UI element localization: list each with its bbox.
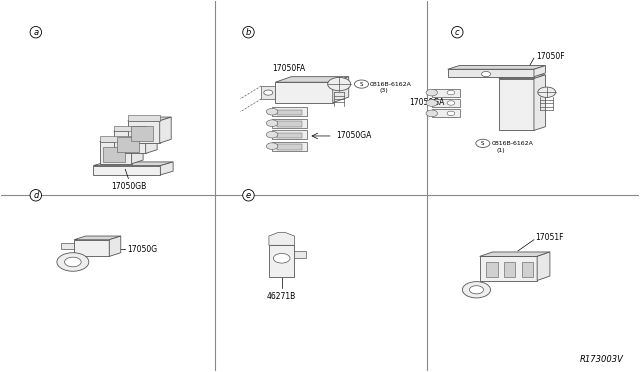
Polygon shape [74,240,109,256]
Polygon shape [534,65,545,77]
Polygon shape [276,110,302,115]
Polygon shape [534,75,545,131]
Text: 17050GA: 17050GA [336,131,371,141]
Circle shape [264,90,273,95]
Polygon shape [74,236,121,240]
Text: 17050F: 17050F [536,52,564,61]
Polygon shape [93,162,173,166]
Polygon shape [131,126,154,141]
Polygon shape [132,138,143,164]
Text: d: d [33,191,38,200]
Polygon shape [109,236,121,256]
Text: 0816B-6162A: 0816B-6162A [370,81,412,87]
Circle shape [65,257,81,267]
Text: 0816B-6162A: 0816B-6162A [491,141,533,146]
Polygon shape [537,252,550,280]
Circle shape [447,90,455,95]
Polygon shape [272,107,307,116]
Text: c: c [455,28,460,37]
Polygon shape [261,86,275,99]
Polygon shape [276,144,302,150]
Polygon shape [276,121,302,127]
Polygon shape [272,130,307,139]
Polygon shape [448,69,534,77]
Polygon shape [114,131,146,153]
Text: 17050G: 17050G [127,244,157,253]
Polygon shape [128,121,160,143]
Text: e: e [246,191,251,200]
Text: (1): (1) [497,148,505,153]
Polygon shape [486,262,497,277]
Polygon shape [269,245,294,277]
Polygon shape [128,117,172,121]
Polygon shape [522,262,533,277]
Polygon shape [504,262,515,277]
Polygon shape [161,162,173,175]
Circle shape [266,131,278,138]
Polygon shape [61,243,74,249]
Polygon shape [432,89,461,97]
Polygon shape [114,126,146,131]
Polygon shape [499,75,545,78]
Polygon shape [333,77,349,103]
Polygon shape [128,115,160,121]
Polygon shape [100,138,143,141]
Circle shape [266,108,278,115]
Polygon shape [269,232,294,245]
Polygon shape [114,128,157,131]
Circle shape [266,120,278,126]
Polygon shape [93,166,161,175]
Polygon shape [479,256,537,280]
Polygon shape [275,77,349,82]
Text: b: b [246,28,251,37]
Text: 17050FA: 17050FA [272,64,305,73]
Polygon shape [100,141,132,164]
Polygon shape [103,147,125,162]
Circle shape [426,100,438,106]
Circle shape [538,87,556,97]
Polygon shape [499,78,534,131]
Polygon shape [100,136,132,141]
Circle shape [426,110,438,117]
Text: 46271B: 46271B [267,292,296,301]
Text: S: S [481,141,484,146]
Polygon shape [272,119,307,128]
Polygon shape [479,252,550,256]
Circle shape [273,253,290,263]
Text: 17050GB: 17050GB [111,182,146,191]
Text: 17050GA: 17050GA [410,98,445,107]
Text: S: S [360,81,364,87]
Circle shape [481,71,490,77]
Text: a: a [33,28,38,37]
Polygon shape [272,141,307,151]
Circle shape [57,253,89,271]
Text: R173003V: R173003V [579,355,623,364]
Circle shape [447,111,455,116]
Circle shape [355,80,369,88]
Polygon shape [432,109,461,118]
Circle shape [463,282,490,298]
Text: (3): (3) [380,88,388,93]
Polygon shape [275,82,333,103]
Polygon shape [276,133,302,138]
Polygon shape [294,251,306,258]
Circle shape [426,89,438,96]
Circle shape [469,286,483,294]
Circle shape [447,101,455,105]
Polygon shape [146,128,157,153]
Polygon shape [160,117,172,143]
Circle shape [266,143,278,150]
Polygon shape [432,99,461,107]
Text: 17051F: 17051F [535,233,564,243]
Circle shape [328,77,351,91]
Circle shape [476,139,490,147]
Polygon shape [448,65,545,69]
Polygon shape [117,137,140,151]
